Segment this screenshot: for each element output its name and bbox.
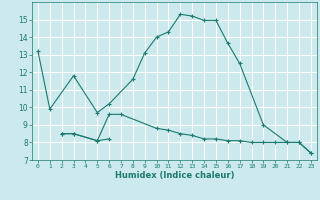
X-axis label: Humidex (Indice chaleur): Humidex (Indice chaleur) (115, 171, 234, 180)
